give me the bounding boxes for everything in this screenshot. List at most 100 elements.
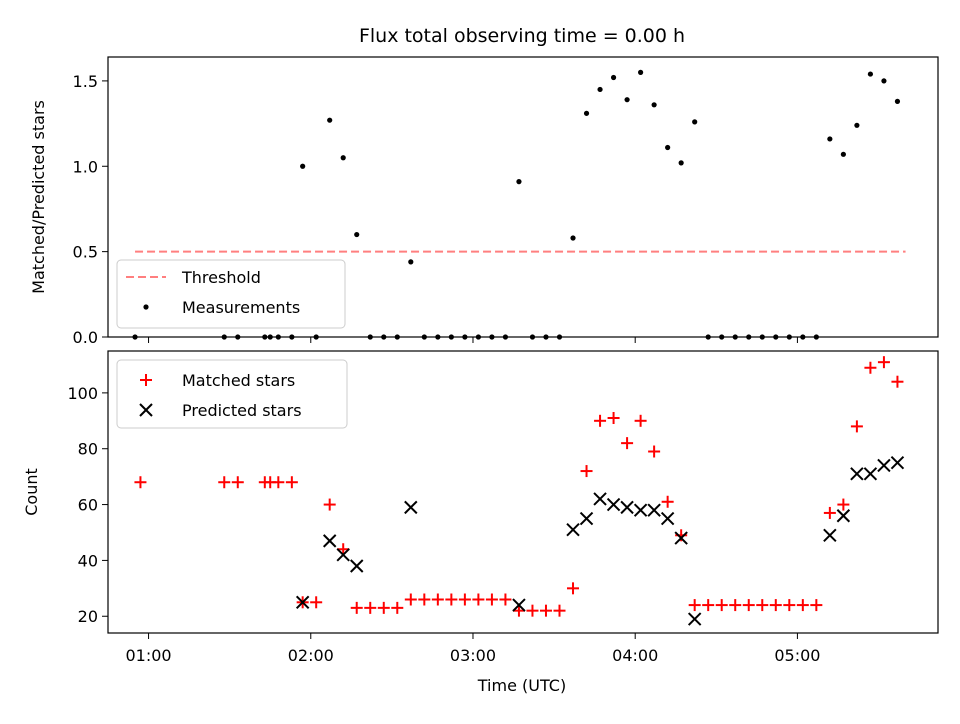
predicted-star-point (836, 509, 851, 523)
matched-star-point (688, 599, 701, 612)
top-y-tick-label: 0.5 (73, 243, 98, 262)
x-axis-label: Time (UTC) (477, 676, 566, 695)
top-chart-title: Flux total observing time = 0.00 h (359, 25, 685, 47)
matched-star-point (850, 420, 863, 433)
matched-star-point (431, 593, 444, 606)
measurement-point (516, 179, 522, 185)
measurement-point (894, 98, 901, 104)
matched-star-point (272, 476, 285, 489)
top-y-tick-label: 1.0 (73, 157, 98, 176)
predicted-star-point (660, 511, 675, 526)
predicted-star-point (322, 534, 337, 548)
predicted-star-point (295, 595, 310, 609)
matched-star-point (634, 414, 647, 427)
bottom-y-axis-label: Count (22, 468, 41, 516)
matched-star-point (499, 593, 512, 606)
bottom-x-tick-label: 02:00 (288, 646, 334, 665)
predicted-star-point (633, 503, 648, 517)
measurement-point (354, 231, 360, 238)
matched-star-point (891, 375, 904, 388)
measurement-point (408, 259, 414, 265)
measurement-point (583, 110, 590, 116)
matched-star-point (702, 599, 715, 612)
measurement-point (327, 117, 333, 123)
matched-legend-label: Matched stars (182, 371, 295, 390)
matched-star-point (756, 599, 769, 612)
bottom-panel: 20 40 60 80 100 01:00 02:00 03:00 04:00 05:00 Co… (22, 350, 939, 695)
matched-star-point (323, 498, 336, 511)
matched-star-point (796, 599, 809, 612)
matched-star-point (729, 599, 742, 612)
matched-star-point (512, 604, 525, 617)
top-axes-frame (107, 56, 939, 338)
threshold-legend-label: Threshold (181, 268, 261, 287)
measurements-legend-label: Measurements (182, 298, 300, 317)
measurement-point (638, 69, 644, 75)
matched-star-point (810, 599, 823, 612)
bottom-x-tick-label: 04:00 (612, 646, 658, 665)
measurements-legend-swatch (143, 304, 149, 310)
top-y-tick-label: 1.5 (73, 72, 98, 91)
measurement-point (881, 78, 887, 84)
matched-star-point (823, 506, 836, 519)
predicted-star-point (606, 497, 621, 512)
predicted-star-point (620, 500, 634, 515)
bottom-y-tick-label: 20 (78, 607, 98, 626)
matched-star-point (877, 356, 890, 369)
predicted-star-point (850, 467, 864, 481)
matched-star-point (337, 543, 350, 556)
matched-star-point (445, 593, 458, 606)
predicted-legend-swatch (139, 403, 153, 417)
measurement-point (300, 163, 306, 169)
bottom-legend-box (116, 359, 348, 429)
measurement-point (624, 97, 630, 103)
matched-star-point (607, 412, 620, 425)
matched-star-point (391, 601, 404, 614)
bottom-x-ticks: 01:00 02:00 03:00 04:00 05:00 (125, 633, 820, 665)
matched-star-point (418, 593, 431, 606)
predicted-star-point (593, 492, 607, 506)
predicted-star-point (890, 455, 905, 470)
matched-star-point (472, 593, 485, 606)
predicted-star-point (350, 559, 364, 573)
measurement-point (840, 151, 846, 157)
predicted-star-point (336, 548, 350, 562)
bottom-y-tick-label: 80 (78, 440, 98, 459)
matched-star-point (485, 593, 498, 606)
measurement-point (854, 122, 860, 128)
measurement-point (570, 235, 576, 241)
measurement-point (597, 86, 603, 93)
top-legend-box (116, 259, 346, 329)
matched-star-point (364, 601, 377, 614)
predicted-star-point (823, 528, 837, 542)
predicted-star-point (404, 500, 418, 515)
bottom-x-tick-label: 05:00 (774, 646, 820, 665)
matched-star-point (350, 601, 363, 614)
matched-star-point (661, 495, 674, 508)
measurement-point (651, 102, 657, 108)
measurement-point (692, 119, 698, 125)
bottom-x-tick-label: 01:00 (125, 646, 171, 665)
matched-star-point (458, 593, 471, 606)
predicted-star-point (566, 522, 580, 537)
measurement-point (665, 144, 671, 151)
bottom-y-tick-label: 60 (78, 496, 98, 515)
top-legend: Threshold Measurements (116, 259, 346, 329)
predicted-star-point (512, 598, 526, 612)
matched-star-point (134, 476, 147, 489)
matched-star-point (742, 599, 755, 612)
top-y-tick-label: 0.0 (73, 328, 98, 347)
predicted-legend-label: Predicted stars (182, 401, 302, 420)
measurement-point (610, 74, 617, 81)
matched-star-point (715, 599, 728, 612)
matched-star-point (580, 465, 593, 478)
measurement-point (678, 160, 684, 166)
matched-star-point (285, 476, 298, 489)
matched-star-point (526, 604, 539, 617)
bottom-x-tick-label: 03:00 (450, 646, 496, 665)
top-y-ticks: 0.0 0.5 1.0 1.5 (73, 72, 108, 347)
matched-star-point (310, 596, 323, 609)
matched-star-point (648, 445, 661, 458)
matched-star-point (377, 601, 390, 614)
